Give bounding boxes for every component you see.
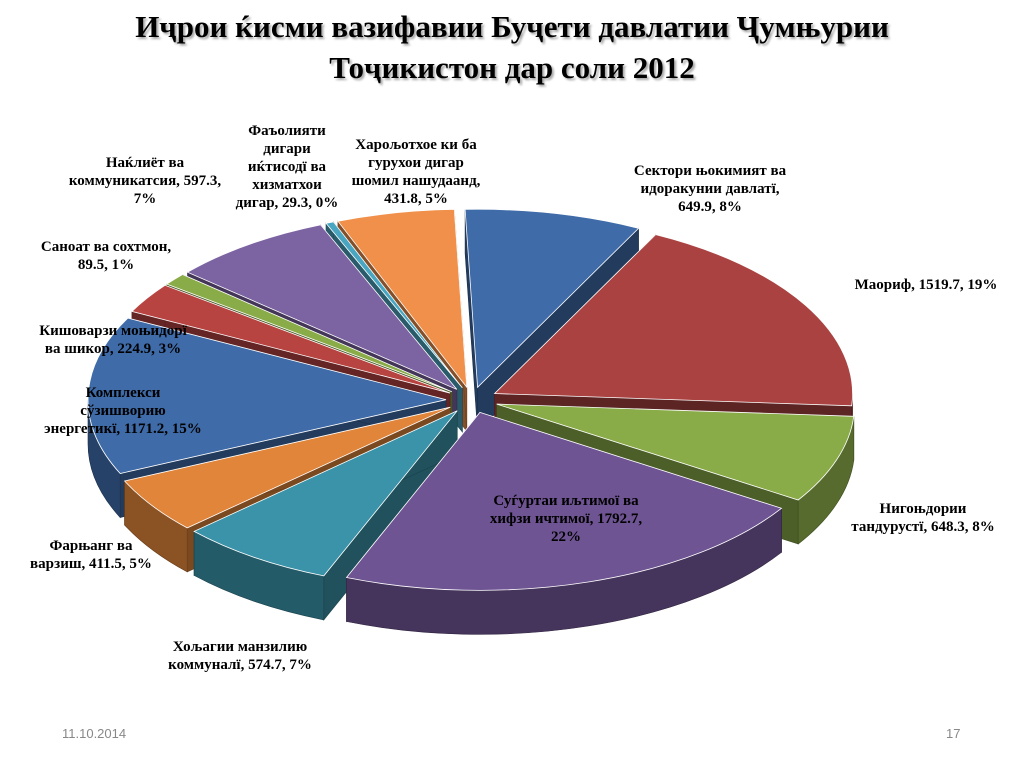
data-label-education: Маориф, 1519.7, 19%: [854, 277, 998, 293]
pie-slice-4-top: [193, 410, 458, 577]
pie-slice-7-top: [131, 284, 451, 394]
pie-slice-4: [193, 409, 458, 621]
data-label-fuel-energy: Комплекси сўзишворию энергетикї, 1171.2,…: [44, 385, 202, 437]
slide-number: 17: [946, 726, 961, 741]
pie-slice-9-top: [186, 224, 458, 390]
slide-date: 11.10.2014: [62, 726, 127, 741]
data-label-other-expenses: Харољотхое ки ба гурухои дигар шомил наш…: [351, 137, 481, 207]
pie-slice-6-top: [87, 317, 447, 474]
data-label-healthcare: Нигоњдории тандурустї, 648.3, 8%: [851, 501, 995, 535]
data-label-culture-sport: Фарњанг ва варзиш, 411.5, 5%: [30, 538, 152, 572]
pie-slice-3-top: [345, 411, 783, 591]
data-label-industry: Саноат ва сохтмон, 89.5, 1%: [40, 239, 172, 273]
slide-title-line-2: Тоҷикистон дар соли 2012: [329, 50, 695, 85]
pie-slice-10-top: [325, 221, 463, 389]
pie-slice-0-top: [464, 208, 640, 389]
data-label-governance: Сектори њокимият ва идоракунии давлатї, …: [633, 163, 787, 215]
pie-slice-1-top: [493, 234, 853, 407]
pie-slice-11-top: [337, 208, 468, 389]
data-label-agriculture: Кишоварзи моњидорї ва шикор, 224.9, 3%: [39, 323, 187, 357]
pie-slice-8-top: [165, 274, 453, 393]
data-label-social-insurance: Суѓуртаи иљтимої ва хифзи ичтимої, 1792.…: [489, 493, 643, 545]
pie-slice-3: [345, 411, 783, 635]
data-label-housing: Хољагии манзилию коммуналї, 574.7, 7%: [168, 639, 312, 673]
data-label-other-economic: Фаъолияти дигари иќтисодї ва хизматхои д…: [235, 123, 339, 211]
pie-slice-5-top: [123, 406, 451, 529]
slide-title: Иҷрои ќисми вазифавии Буҷети давлатии Ҷу…: [62, 6, 962, 88]
slide-title-line-1: Иҷрои ќисми вазифавии Буҷети давлатии Ҷу…: [135, 9, 889, 44]
data-label-transport: Наќлиёт ва коммуникатсия, 597.3, 7%: [68, 155, 222, 207]
pie-slice-2-top: [496, 403, 855, 501]
